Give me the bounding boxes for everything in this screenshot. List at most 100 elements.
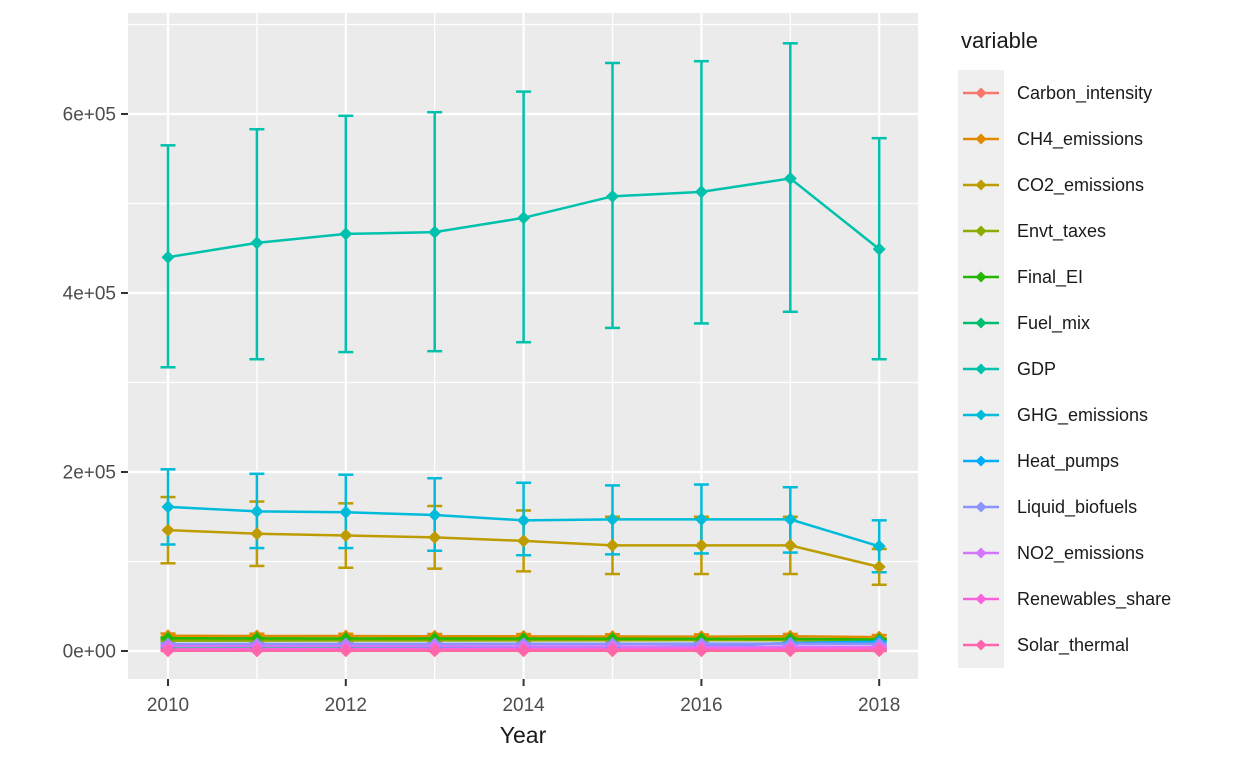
data-point	[517, 643, 531, 657]
data-point	[783, 538, 797, 552]
legend: variable Carbon_intensity CH4_emissions CO…	[958, 28, 1246, 668]
plot-area: 2010 2012 2014 2016 2018 0e+00 2e+05 4e+05 6e+05	[63, 13, 918, 716]
legend-marker-diamond-icon	[975, 501, 987, 513]
legend-item-label: NO2_emissions	[1017, 542, 1145, 563]
y-tick-label: 4e+05	[63, 284, 116, 305]
data-point	[339, 644, 353, 658]
legend-title: variable	[961, 28, 1039, 53]
legend-marker-diamond-icon	[975, 639, 987, 651]
legend-item-label: Envt_taxes	[1017, 220, 1107, 241]
legend-item: Liquid_biofuels	[958, 484, 1246, 530]
data-point	[161, 250, 175, 264]
data-point	[872, 643, 886, 657]
data-point	[872, 242, 886, 256]
legend-marker-diamond-icon	[975, 317, 987, 329]
legend-marker-diamond-icon	[975, 271, 987, 283]
data-point	[161, 500, 175, 514]
legend-key	[958, 208, 1004, 254]
y-tick-label: 6e+05	[63, 105, 116, 126]
legend-item: CO2_emissions	[958, 162, 1246, 208]
legend-item: NO2_emissions	[958, 530, 1246, 576]
data-point	[428, 530, 442, 544]
data-point	[694, 512, 708, 526]
legend-item: Carbon_intensity	[958, 70, 1246, 116]
legend-marker-diamond-icon	[975, 363, 987, 375]
legend-item-label: GHG_emissions	[1017, 404, 1149, 425]
data-point	[250, 504, 264, 518]
legend-marker-diamond-icon	[975, 133, 987, 145]
data-point	[606, 538, 619, 552]
data-point	[250, 527, 264, 541]
data-point	[606, 512, 619, 526]
data-point	[872, 539, 886, 553]
legend-item-label: CO2_emissions	[1017, 174, 1145, 195]
legend-key	[958, 484, 1004, 530]
legend-item: Renewables_share	[958, 576, 1246, 622]
legend-item-label: Final_EI	[1017, 266, 1084, 287]
data-point	[694, 185, 708, 199]
legend-item: Heat_pumps	[958, 438, 1246, 484]
data-point	[606, 643, 619, 657]
legend-item-label: Liquid_biofuels	[1017, 496, 1138, 517]
legend-item: Fuel_mix	[958, 300, 1246, 346]
legend-key	[958, 622, 1004, 668]
data-point	[783, 171, 797, 185]
data-point	[783, 643, 797, 657]
legend-item-label: Fuel_mix	[1017, 312, 1091, 333]
x-tick-label: 2016	[680, 695, 722, 716]
x-tick-label: 2018	[858, 695, 900, 716]
legend-item-label: GDP	[1017, 358, 1057, 379]
legend-marker-diamond-icon	[975, 455, 987, 467]
legend-item-label: Renewables_share	[1017, 588, 1172, 609]
data-point	[872, 560, 886, 574]
data-point	[250, 236, 264, 250]
legend-key	[958, 438, 1004, 484]
data-point	[339, 505, 353, 519]
legend-item-label: CH4_emissions	[1017, 128, 1144, 149]
data-point	[694, 643, 708, 657]
data-point	[517, 513, 531, 527]
legend-key	[958, 346, 1004, 392]
legend-marker-diamond-icon	[975, 87, 987, 99]
legend-key	[958, 70, 1004, 116]
legend-items: Carbon_intensity CH4_emissions CO2_emissio…	[958, 70, 1246, 668]
x-tick-label: 2010	[147, 695, 189, 716]
data-point	[428, 644, 442, 658]
data-point	[606, 189, 619, 203]
data-point	[339, 227, 353, 241]
data-point	[161, 644, 175, 658]
legend-marker-diamond-icon	[975, 179, 987, 191]
legend-item: Final_EI	[958, 254, 1246, 300]
data-point	[250, 644, 264, 658]
data-point	[161, 523, 175, 537]
legend-item: GDP	[958, 346, 1246, 392]
data-point	[783, 512, 797, 526]
legend-item-label: Solar_thermal	[1017, 634, 1130, 655]
legend-marker-diamond-icon	[975, 593, 987, 605]
x-tick-label: 2012	[325, 695, 367, 716]
legend-item: Envt_taxes	[958, 208, 1246, 254]
legend-item-label: Carbon_intensity	[1017, 82, 1153, 103]
legend-key	[958, 392, 1004, 438]
legend-key	[958, 162, 1004, 208]
legend-marker-diamond-icon	[975, 547, 987, 559]
y-tick-label: 0e+00	[63, 642, 116, 663]
legend-item: Solar_thermal	[958, 622, 1246, 668]
data-point	[694, 538, 708, 552]
legend-key	[958, 576, 1004, 622]
y-tick-label: 2e+05	[63, 463, 116, 484]
data-point	[428, 225, 442, 239]
legend-marker-diamond-icon	[975, 409, 987, 421]
x-tick-label: 2014	[502, 695, 545, 716]
data-point	[517, 211, 531, 225]
legend-key	[958, 254, 1004, 300]
data-point	[339, 529, 353, 543]
x-axis-title: Year	[499, 722, 547, 748]
legend-item: CH4_emissions	[958, 116, 1246, 162]
legend-key	[958, 530, 1004, 576]
legend-item: GHG_emissions	[958, 392, 1246, 438]
data-point	[428, 508, 442, 522]
legend-key	[958, 116, 1004, 162]
legend-key	[958, 300, 1004, 346]
